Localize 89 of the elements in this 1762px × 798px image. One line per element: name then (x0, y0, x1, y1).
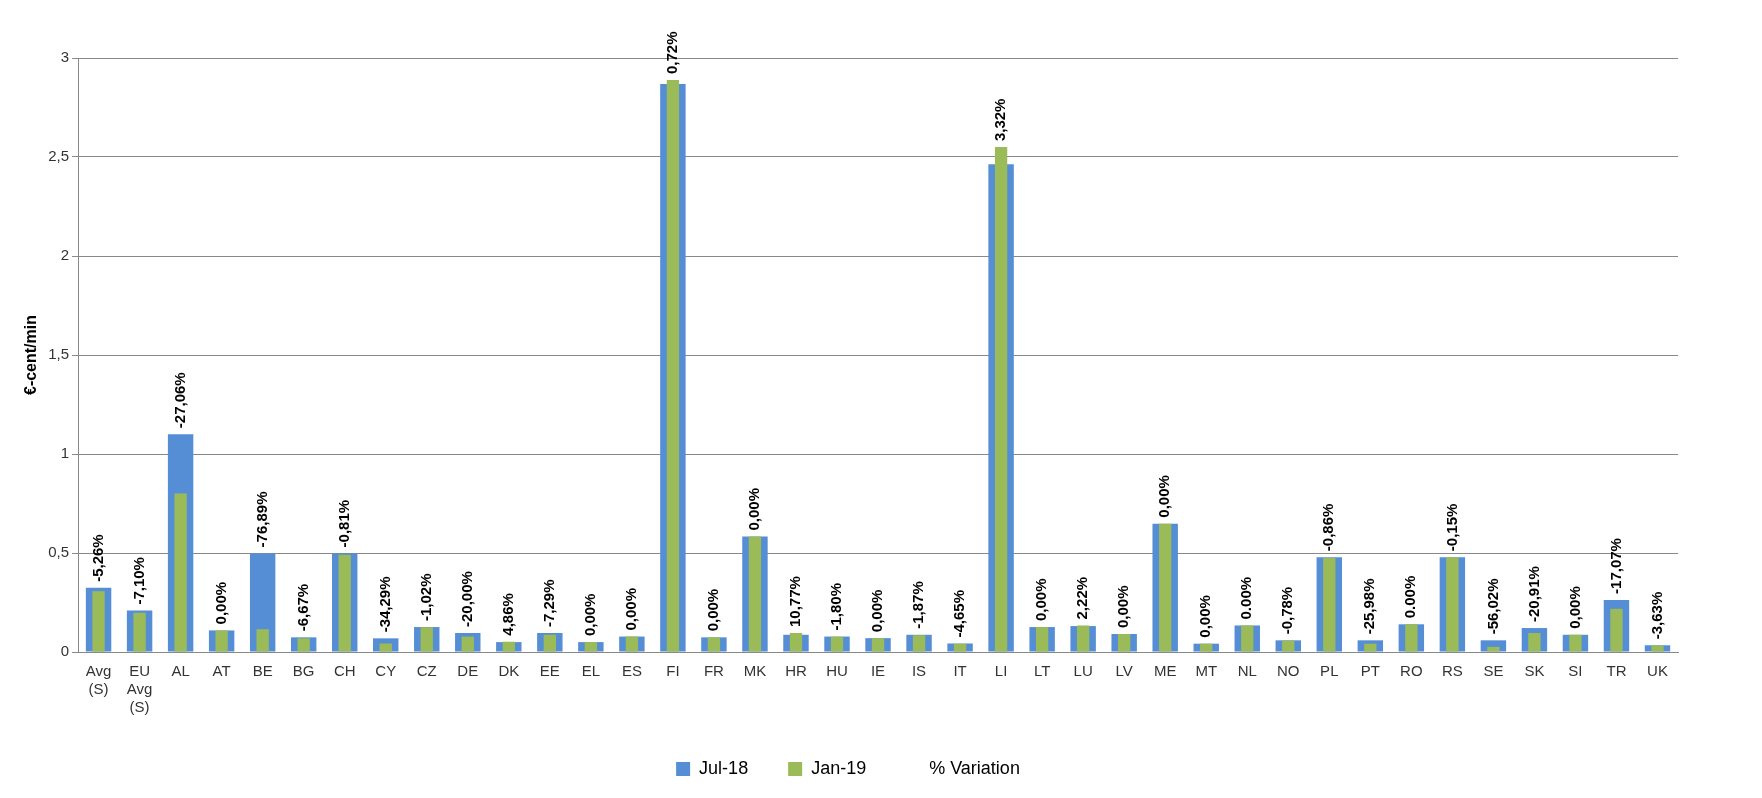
x-tick-label: ME (1153, 662, 1177, 680)
x-tick-label: FR (703, 662, 725, 680)
x-tick-label: ES (621, 662, 642, 680)
y-axis-title: €-cent/min (22, 314, 40, 396)
annotation: -0,78% (1278, 586, 1296, 635)
annotation: -1,02% (416, 573, 434, 622)
x-tick-label: TR (1606, 662, 1627, 680)
annotation: 0,00% (745, 488, 763, 531)
x-tick-label: PL (1320, 662, 1339, 680)
x-tick-label: LT (1033, 662, 1051, 680)
x-tick-label: MK (743, 662, 767, 680)
annotation: 0,00% (868, 589, 886, 633)
annotation: -76,89% (252, 491, 270, 548)
annotation: 0,00% (1155, 475, 1173, 518)
annotation: -0,81% (334, 499, 352, 548)
x-tick-label: SE (1483, 662, 1504, 680)
annotation: 0.00% (1401, 575, 1419, 619)
x-tick-label: NO (1277, 662, 1300, 680)
legend-label: Jan-19 (811, 757, 867, 778)
x-tick-label: LI (994, 662, 1008, 680)
annotation: -27,06% (170, 372, 188, 429)
annotation: -34,29% (375, 576, 393, 633)
y-tick-label: 0,5 (48, 543, 70, 561)
annotation: -1,80% (827, 583, 845, 631)
annotation: -56,02% (1483, 578, 1501, 635)
x-tick-label: AL (171, 662, 190, 680)
annotation: -7,29% (539, 579, 557, 627)
y-tick-label: 2,5 (48, 147, 70, 165)
annotation: -3,63% (1647, 591, 1665, 640)
x-tick-label: AT (212, 662, 231, 680)
annotation: -7,10% (129, 557, 147, 605)
annotation: 0,72% (663, 31, 681, 74)
x-tick-label: IE (870, 662, 886, 680)
annotation: 0,00% (1114, 585, 1132, 628)
annotation: -25,98% (1360, 578, 1378, 635)
x-tick-label: FI (666, 662, 680, 680)
x-tick-label: BG (292, 662, 315, 680)
annotation: -1,87% (909, 581, 927, 629)
x-tick-label: IT (953, 662, 967, 680)
x-tick-label: PT (1360, 662, 1380, 680)
annotation: -17,07% (1606, 538, 1624, 594)
annotation: 0.00% (1237, 576, 1255, 620)
y-tick-label: 0 (60, 642, 70, 660)
x-tick-label: LU (1073, 662, 1093, 680)
annotation: -5,26% (88, 534, 106, 582)
x-tick-label: EL (581, 662, 601, 680)
y-tick-label: 1 (60, 444, 70, 462)
legend-label: Jul-18 (699, 757, 749, 778)
x-tick-label: DK (498, 662, 520, 680)
annotation: 3,32% (991, 98, 1009, 142)
annotation: 0,00% (581, 593, 598, 637)
annotation: -0,86% (1319, 503, 1337, 552)
annotation: -4,65% (950, 589, 968, 638)
x-tick-label: SK (1524, 662, 1545, 680)
annotation: 0,00% (622, 588, 640, 631)
y-tick-label: 2 (60, 246, 70, 264)
x-tick-label: CH (333, 662, 356, 680)
x-tick-label: UK (1647, 662, 1668, 680)
annotation: 2,22% (1073, 576, 1091, 620)
x-tick-label: NL (1237, 662, 1257, 680)
annotation: -6,67% (293, 583, 311, 632)
annotation: 10,77% (786, 576, 804, 627)
x-tick-label: Avg (S) (85, 662, 112, 698)
x-tick-label: BE (252, 662, 273, 680)
x-tick-label: CY (375, 662, 397, 680)
y-tick-label: 1,5 (48, 345, 70, 363)
x-tick-label: IS (911, 662, 927, 680)
x-tick-label: EE (539, 662, 560, 680)
annotation: -0,15% (1442, 503, 1460, 552)
x-tick-label: MT (1195, 662, 1218, 680)
annotation: 0,00% (1565, 586, 1583, 629)
x-tick-label: SI (1568, 662, 1583, 680)
x-tick-label: EU Avg (S) (126, 662, 153, 716)
y-tick-label: 3 (60, 48, 70, 66)
annotation: 0,00% (1032, 578, 1050, 622)
x-tick-label: LV (1115, 662, 1133, 680)
annotation: 0,00% (211, 581, 229, 625)
annotation: -20,00% (457, 571, 475, 627)
legend-title: % Variation (929, 757, 1020, 778)
x-tick-label: HR (785, 662, 807, 680)
annotation: 0,00% (704, 588, 722, 632)
annotation: -20,91% (1524, 566, 1542, 623)
x-tick-label: CZ (416, 662, 437, 680)
x-tick-label: RS (1441, 662, 1463, 680)
annotation: 0,00% (1196, 595, 1214, 638)
x-tick-label: DE (457, 662, 479, 680)
annotation: 4,86% (498, 593, 516, 636)
x-tick-label: RO (1400, 662, 1423, 680)
x-tick-label: HU (826, 662, 848, 680)
